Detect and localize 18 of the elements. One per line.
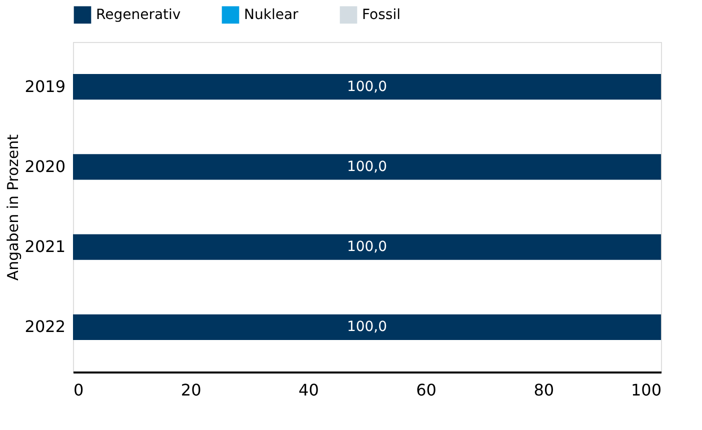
x-tick-label: 40 bbox=[298, 380, 319, 400]
data-label: 100,0 bbox=[346, 239, 388, 256]
y-tick-label: 2019 bbox=[24, 76, 66, 96]
x-tick-label: 100 bbox=[630, 380, 662, 400]
y-tick-label: 2020 bbox=[24, 156, 66, 176]
y-tick-label: 2021 bbox=[24, 237, 66, 256]
data-label: 100,0 bbox=[346, 319, 388, 336]
x-tick-label: 60 bbox=[416, 380, 436, 400]
legend-label: Nuklear bbox=[244, 6, 299, 23]
data-label: 100,0 bbox=[346, 158, 388, 175]
x-tick-label: 20 bbox=[180, 380, 202, 400]
data-label: 100,0 bbox=[346, 78, 388, 95]
y-axis-title: Angaben in Prozent bbox=[4, 134, 22, 281]
x-tick-label: 80 bbox=[534, 380, 554, 400]
legend-label: Regenerativ bbox=[96, 6, 181, 23]
x-tick-label: 0 bbox=[74, 380, 84, 400]
y-tick-label: 2022 bbox=[24, 317, 66, 336]
legend-label: Fossil bbox=[362, 6, 400, 23]
